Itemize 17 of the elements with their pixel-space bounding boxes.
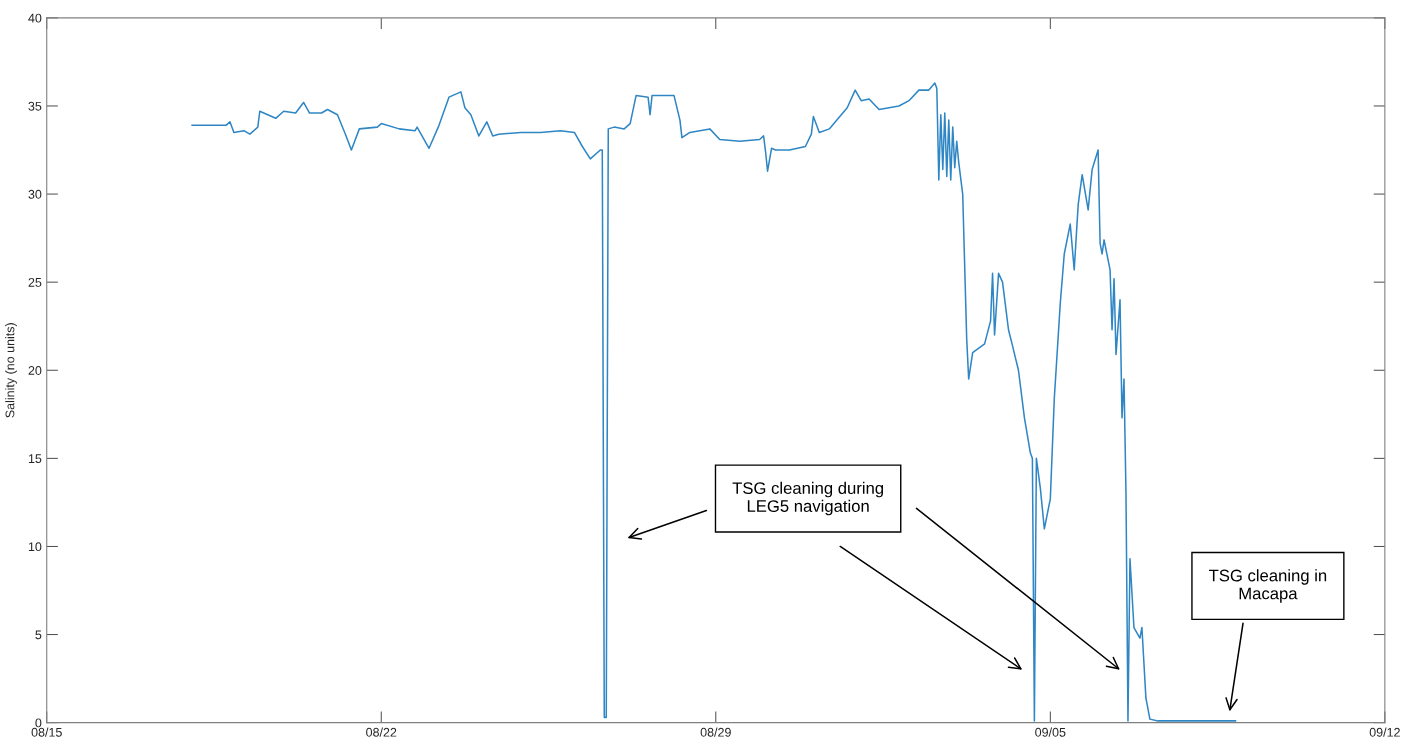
y-tick-label: 20	[28, 366, 42, 375]
x-tick-label: 09/12	[1369, 727, 1400, 737]
annotation: TSG cleaning during LEG5 navigation	[732, 481, 884, 516]
x-tick-label: 09/05	[1035, 727, 1066, 737]
x-tick-label: 08/15	[31, 727, 62, 737]
y-tick-label: 10	[28, 542, 42, 552]
y-tick-label: 40	[28, 13, 42, 23]
annotation: TSG cleaning in Macapa	[1208, 569, 1327, 603]
y-tick-label: 0	[35, 718, 42, 728]
y-tick-label: 25	[28, 277, 42, 287]
y-tick-label: 15	[28, 454, 42, 464]
y-axis-title: Salinity (no units)	[5, 323, 17, 418]
y-tick-label: 5	[35, 630, 42, 640]
y-tick-label: 35	[28, 101, 42, 111]
x-tick-label: 08/22	[366, 727, 397, 737]
x-tick-label: 08/29	[700, 727, 731, 737]
y-tick-label: 30	[28, 189, 42, 199]
